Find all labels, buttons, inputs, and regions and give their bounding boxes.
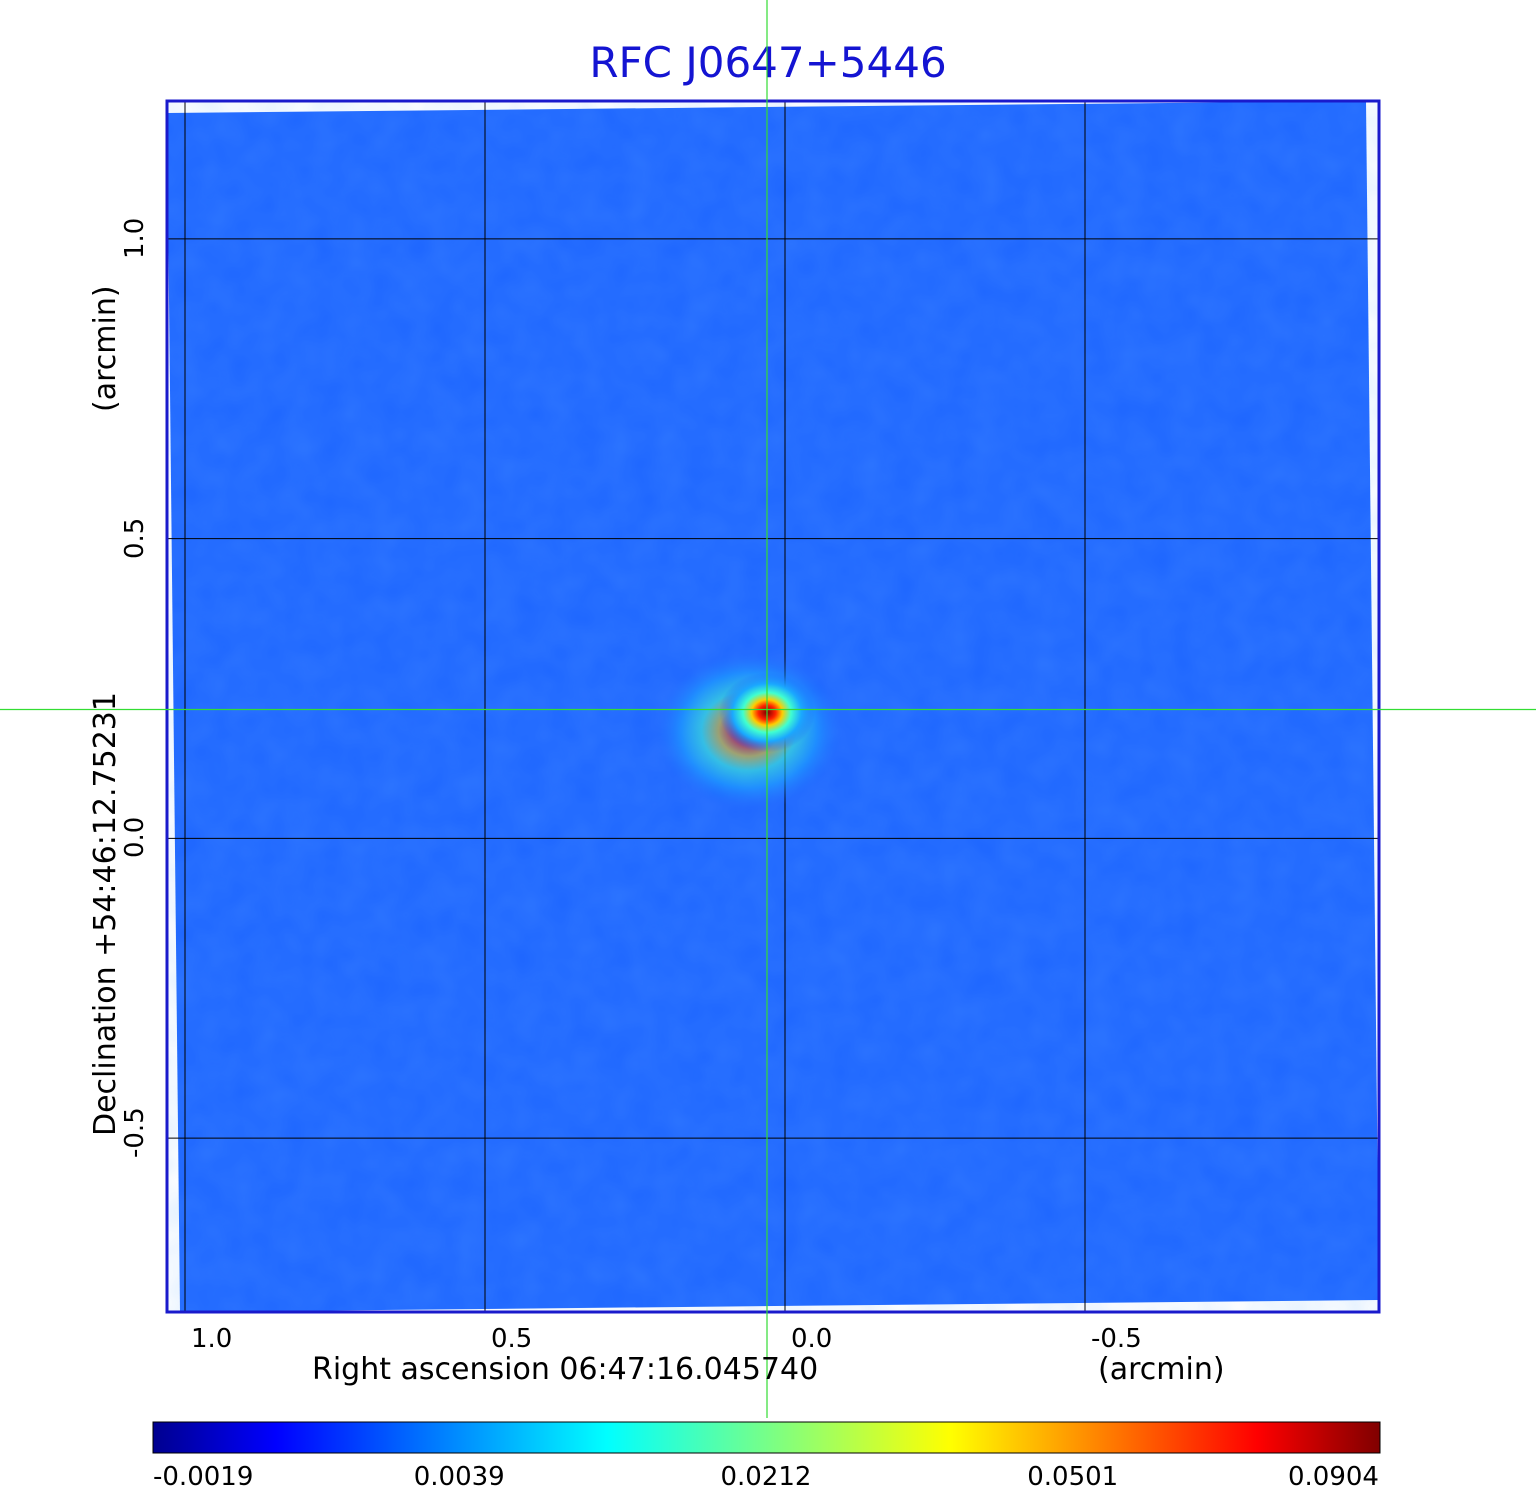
x-axis-label: Right ascension 06:47:16.045740 [312, 1352, 819, 1387]
colorbar [152, 1421, 1381, 1454]
x-tick-label: 0.0 [791, 1324, 833, 1354]
colorbar-tick-label: 0.0039 [413, 1462, 505, 1492]
frame-border [165, 99, 1381, 1314]
y-tick-label: 0.0 [120, 817, 150, 859]
plot-frame [165, 99, 1381, 1314]
y-axis-label: Declination +54:46:12.75231 [88, 692, 123, 1136]
colorbar-tick-label: -0.0019 [153, 1462, 254, 1492]
x-tick-label: 1.0 [191, 1324, 233, 1354]
x-tick-label: -0.5 [1091, 1324, 1142, 1354]
x-tick-label: 0.5 [491, 1324, 533, 1354]
y-tick-label: -0.5 [120, 1107, 150, 1159]
radio-source [654, 650, 844, 811]
colorbar-tick-label: 0.0212 [720, 1462, 812, 1492]
grid-lines [167, 101, 1379, 1312]
chart-title: RFC J0647+5446 [589, 38, 947, 87]
y-tick-label: 0.5 [120, 517, 150, 559]
y-axis-unit: (arcmin) [88, 285, 123, 412]
colorbar-tick-label: 0.0501 [1027, 1462, 1119, 1492]
crosshair [0, 0, 1536, 1418]
x-axis-unit: (arcmin) [1098, 1352, 1225, 1387]
colorbar-tick-label: 0.0904 [1288, 1462, 1379, 1492]
colorbar-rect [152, 1421, 1381, 1454]
y-tick-label: 1.0 [120, 217, 150, 259]
